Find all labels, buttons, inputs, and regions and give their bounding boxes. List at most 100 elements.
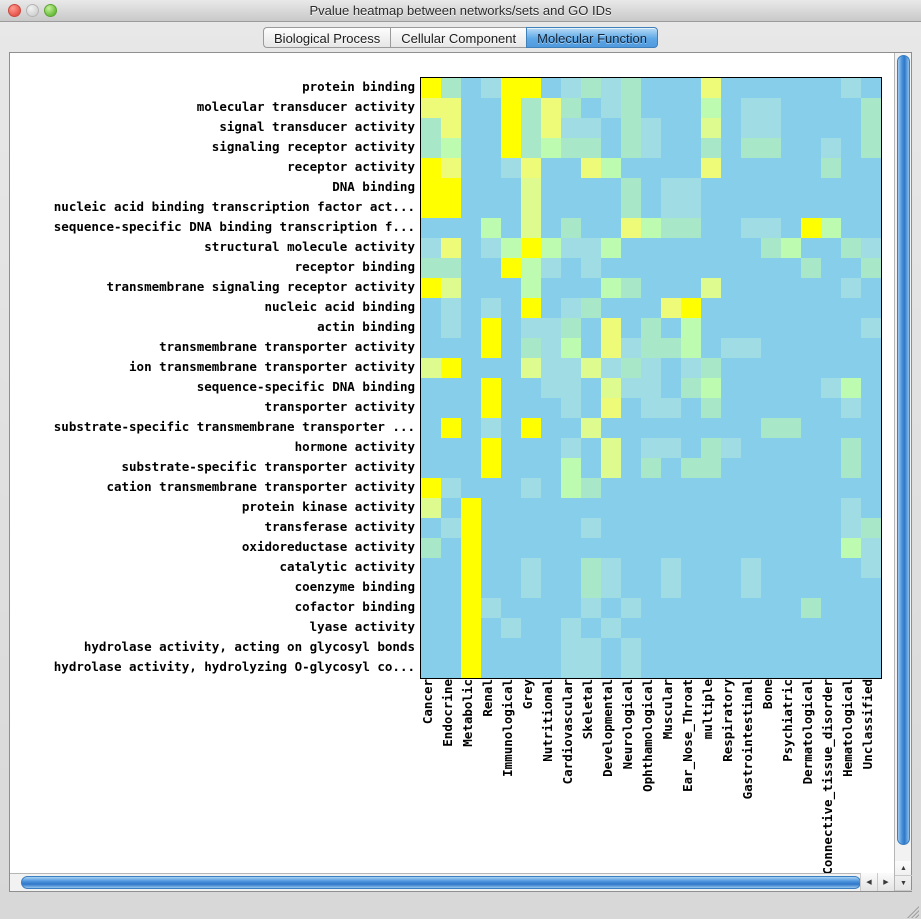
heatmap-cell[interactable] bbox=[841, 138, 861, 158]
heatmap-cell[interactable] bbox=[541, 498, 561, 518]
heatmap-cell[interactable] bbox=[561, 538, 581, 558]
heatmap-cell[interactable] bbox=[781, 198, 801, 218]
heatmap-cell[interactable] bbox=[761, 638, 781, 658]
heatmap-cell[interactable] bbox=[681, 218, 701, 238]
heatmap-cell[interactable] bbox=[641, 178, 661, 198]
heatmap-cell[interactable] bbox=[681, 118, 701, 138]
heatmap-cell[interactable] bbox=[721, 218, 741, 238]
heatmap-cell[interactable] bbox=[701, 358, 721, 378]
heatmap-cell[interactable] bbox=[421, 158, 441, 178]
heatmap-cell[interactable] bbox=[721, 658, 741, 678]
heatmap-cell[interactable] bbox=[701, 458, 721, 478]
heatmap-cell[interactable] bbox=[821, 78, 841, 98]
heatmap-cell[interactable] bbox=[781, 458, 801, 478]
heatmap-cell[interactable] bbox=[861, 598, 881, 618]
heatmap-cell[interactable] bbox=[501, 478, 521, 498]
heatmap-cell[interactable] bbox=[781, 358, 801, 378]
heatmap-cell[interactable] bbox=[461, 518, 481, 538]
heatmap-cell[interactable] bbox=[621, 178, 641, 198]
heatmap-cell[interactable] bbox=[781, 618, 801, 638]
heatmap-cell[interactable] bbox=[561, 198, 581, 218]
heatmap-cell[interactable] bbox=[601, 598, 621, 618]
heatmap-cell[interactable] bbox=[541, 78, 561, 98]
heatmap-cell[interactable] bbox=[541, 658, 561, 678]
heatmap-cell[interactable] bbox=[441, 458, 461, 478]
heatmap-cell[interactable] bbox=[781, 158, 801, 178]
heatmap-cell[interactable] bbox=[601, 298, 621, 318]
heatmap-cell[interactable] bbox=[441, 438, 461, 458]
heatmap-cell[interactable] bbox=[601, 638, 621, 658]
heatmap-cell[interactable] bbox=[621, 358, 641, 378]
heatmap-cell[interactable] bbox=[741, 218, 761, 238]
heatmap-cell[interactable] bbox=[621, 598, 641, 618]
heatmap-cell[interactable] bbox=[681, 458, 701, 478]
heatmap-cell[interactable] bbox=[661, 618, 681, 638]
heatmap-cell[interactable] bbox=[721, 258, 741, 278]
heatmap-cell[interactable] bbox=[601, 558, 621, 578]
heatmap-cell[interactable] bbox=[581, 438, 601, 458]
heatmap-cell[interactable] bbox=[621, 558, 641, 578]
heatmap-cell[interactable] bbox=[501, 218, 521, 238]
heatmap-cell[interactable] bbox=[801, 318, 821, 338]
heatmap-cell[interactable] bbox=[701, 418, 721, 438]
heatmap-cell[interactable] bbox=[701, 178, 721, 198]
heatmap-cell[interactable] bbox=[661, 658, 681, 678]
heatmap-cell[interactable] bbox=[521, 598, 541, 618]
heatmap-cell[interactable] bbox=[681, 618, 701, 638]
heatmap-cell[interactable] bbox=[541, 618, 561, 638]
heatmap-cell[interactable] bbox=[461, 558, 481, 578]
heatmap-cell[interactable] bbox=[801, 118, 821, 138]
heatmap-cell[interactable] bbox=[601, 398, 621, 418]
heatmap-cell[interactable] bbox=[701, 98, 721, 118]
heatmap-cell[interactable] bbox=[521, 218, 541, 238]
heatmap-cell[interactable] bbox=[781, 78, 801, 98]
tab-biological-process[interactable]: Biological Process bbox=[263, 26, 391, 48]
heatmap-cell[interactable] bbox=[481, 598, 501, 618]
heatmap-cell[interactable] bbox=[441, 538, 461, 558]
heatmap-cell[interactable] bbox=[521, 298, 541, 318]
heatmap-cell[interactable] bbox=[781, 578, 801, 598]
heatmap-cell[interactable] bbox=[521, 378, 541, 398]
heatmap-cell[interactable] bbox=[761, 178, 781, 198]
heatmap-cell[interactable] bbox=[441, 398, 461, 418]
heatmap-cell[interactable] bbox=[541, 378, 561, 398]
heatmap-cell[interactable] bbox=[641, 218, 661, 238]
heatmap-cell[interactable] bbox=[481, 258, 501, 278]
heatmap-cell[interactable] bbox=[461, 318, 481, 338]
heatmap-cell[interactable] bbox=[601, 498, 621, 518]
heatmap-cell[interactable] bbox=[781, 238, 801, 258]
heatmap-cell[interactable] bbox=[581, 598, 601, 618]
heatmap-cell[interactable] bbox=[821, 558, 841, 578]
heatmap-cell[interactable] bbox=[541, 538, 561, 558]
heatmap-cell[interactable] bbox=[661, 578, 681, 598]
heatmap-cell[interactable] bbox=[461, 418, 481, 438]
scroll-down-arrow-icon[interactable]: ▼ bbox=[895, 876, 912, 891]
heatmap-cell[interactable] bbox=[541, 458, 561, 478]
heatmap-cell[interactable] bbox=[821, 198, 841, 218]
heatmap-cell[interactable] bbox=[701, 278, 721, 298]
heatmap-cell[interactable] bbox=[481, 558, 501, 578]
heatmap-cell[interactable] bbox=[441, 78, 461, 98]
heatmap-cell[interactable] bbox=[441, 158, 461, 178]
heatmap-cell[interactable] bbox=[441, 118, 461, 138]
heatmap-cell[interactable] bbox=[621, 538, 641, 558]
heatmap-cell[interactable] bbox=[421, 198, 441, 218]
heatmap-cell[interactable] bbox=[661, 338, 681, 358]
heatmap-cell[interactable] bbox=[801, 638, 821, 658]
heatmap-cell[interactable] bbox=[721, 558, 741, 578]
heatmap-cell[interactable] bbox=[761, 498, 781, 518]
heatmap-cell[interactable] bbox=[841, 178, 861, 198]
heatmap-cell[interactable] bbox=[741, 178, 761, 198]
heatmap-cell[interactable] bbox=[721, 458, 741, 478]
heatmap-cell[interactable] bbox=[561, 358, 581, 378]
heatmap-cell[interactable] bbox=[521, 658, 541, 678]
heatmap-cell[interactable] bbox=[681, 78, 701, 98]
heatmap-cell[interactable] bbox=[801, 158, 821, 178]
heatmap-cell[interactable] bbox=[841, 258, 861, 278]
heatmap-cell[interactable] bbox=[861, 638, 881, 658]
heatmap-cell[interactable] bbox=[741, 638, 761, 658]
heatmap-cell[interactable] bbox=[481, 138, 501, 158]
heatmap-cell[interactable] bbox=[841, 78, 861, 98]
heatmap-cell[interactable] bbox=[561, 478, 581, 498]
heatmap-cell[interactable] bbox=[681, 138, 701, 158]
